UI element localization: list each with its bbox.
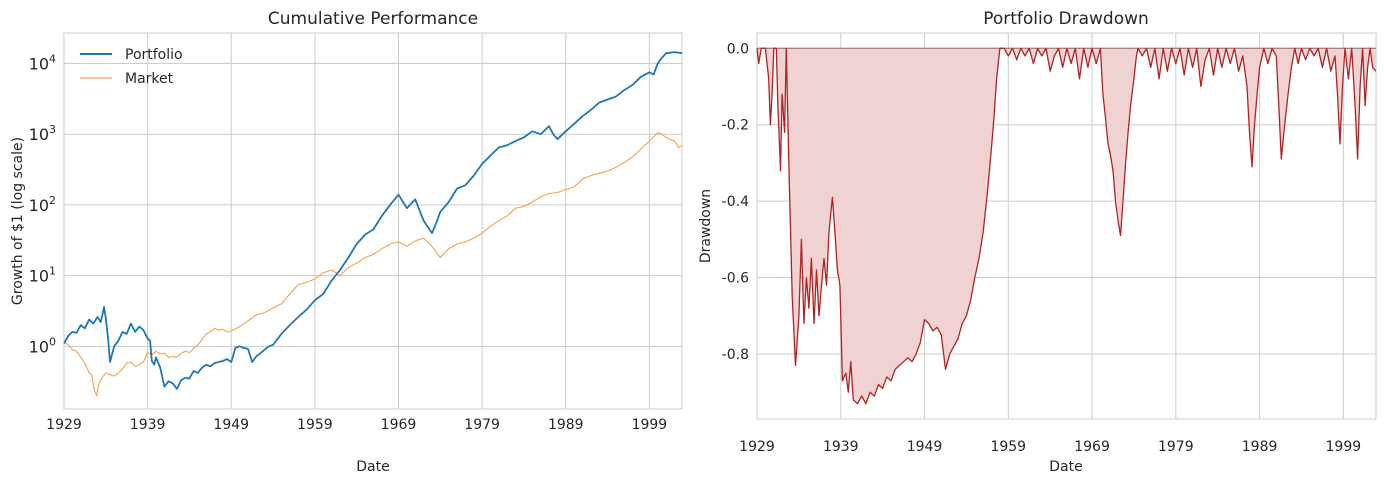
y-ticks-right: 0.0 -0.2 -0.4 -0.6 -0.8 [722,41,749,363]
x-axis-label-left: Date [356,459,389,475]
y-tick-label: 103 [29,123,56,144]
series-line-market [63,132,683,397]
x-tick-label: 1979 [1158,439,1194,455]
y-tick-label: -0.8 [722,347,749,363]
y-tick-label: -0.6 [722,271,749,287]
x-axis-label-right: Date [1049,459,1082,475]
x-tick-label: 1969 [1074,439,1110,455]
x-ticks-left: 1929 1939 1949 1959 1969 1979 1989 1999 [46,417,667,433]
y-tick-label: 100 [29,335,56,356]
x-tick-label: 1979 [464,417,500,433]
drawdown-line [756,47,1377,405]
y-axis-label-left: Growth of $1 (log scale) [10,137,26,305]
chart-title-left: Cumulative Performance [268,9,478,29]
series-line-portfolio [63,51,683,390]
x-tick-label: 1949 [907,439,943,455]
y-tick-label: -0.2 [722,118,749,134]
x-tick-label: 1959 [297,417,333,433]
x-tick-label: 1989 [1242,439,1278,455]
x-tick-label: 1959 [990,439,1026,455]
y-tick-label: 0.0 [727,41,749,57]
legend: Portfolio Market [80,47,183,87]
grid-left [63,33,682,409]
x-tick-label: 1929 [46,417,82,433]
x-ticks-right: 1929 1939 1949 1959 1969 1979 1989 1999 [739,439,1361,455]
y-ticks-left: 100 101 102 103 104 [29,53,56,357]
x-tick-label: 1939 [823,439,859,455]
series-right [756,47,1377,405]
drawdown-area [757,48,1376,404]
legend-label-market: Market [125,71,174,87]
y-tick-label: 102 [29,194,56,215]
chart-title-right: Portfolio Drawdown [983,9,1149,29]
series-left [63,51,683,397]
x-tick-label: 1969 [381,417,417,433]
y-axis-label-right: Drawdown [698,189,714,263]
legend-label-portfolio: Portfolio [125,47,183,63]
x-tick-label: 1999 [1326,439,1362,455]
x-tick-label: 1949 [213,417,249,433]
plot-area-left [63,32,683,410]
x-tick-label: 1939 [130,417,166,433]
x-tick-label: 1929 [739,439,775,455]
x-tick-label: 1999 [632,417,668,433]
x-tick-label: 1989 [548,417,584,433]
portfolio-drawdown-chart: 1929 1939 1949 1959 1969 1979 1989 1999 0.0 -0.2… [698,9,1377,475]
y-tick-label: -0.4 [722,194,749,210]
cumulative-performance-chart: 1929 1939 1949 1959 1969 1979 1989 1999 1001011… [10,9,683,475]
y-tick-label: 104 [29,53,56,74]
y-tick-label: 101 [29,265,56,286]
